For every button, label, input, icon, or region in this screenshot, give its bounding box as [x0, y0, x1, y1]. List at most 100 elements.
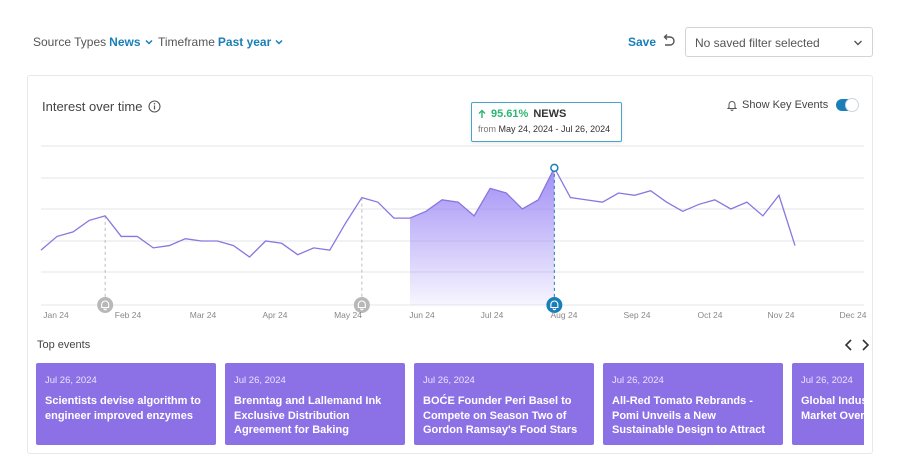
- events-carousel: Jul 26, 2024 Scientists devise algorithm…: [36, 363, 864, 447]
- highlight-area: [409, 167, 555, 305]
- tooltip-from-label: from: [478, 124, 496, 134]
- data-point: [682, 210, 684, 212]
- event-date: Jul 26, 2024: [423, 375, 475, 386]
- x-tick-label: Feb 24: [115, 310, 142, 320]
- chevron-left-icon[interactable]: [843, 338, 855, 352]
- x-tick-label: Sep 24: [624, 310, 651, 320]
- timeframe-filter[interactable]: Timeframe Past year: [158, 35, 284, 49]
- data-point: [618, 192, 620, 194]
- data-point: [409, 217, 411, 219]
- chevron-down-icon: [854, 40, 862, 46]
- chevron-down-icon: [275, 39, 283, 45]
- data-point: [216, 240, 218, 242]
- event-card[interactable]: Jul 26, 2024 Scientists devise algorithm…: [36, 363, 216, 445]
- bell-icon: [550, 300, 559, 311]
- x-tick-label: Jul 24: [481, 310, 504, 320]
- event-title: Global Industrial Enzymes Market Overvie…: [801, 395, 864, 422]
- info-icon[interactable]: [148, 100, 161, 113]
- data-point: [521, 208, 523, 210]
- data-point: [88, 219, 90, 221]
- undo-icon[interactable]: [660, 33, 676, 49]
- saved-filter-select[interactable]: No saved filter selected: [685, 27, 873, 57]
- timeframe-value: Past year: [217, 35, 272, 49]
- data-point: [457, 201, 459, 203]
- event-title: Scientists devise algorithm to engineer …: [45, 395, 201, 422]
- x-tick-label: Aug 24: [551, 310, 578, 320]
- data-point: [168, 245, 170, 247]
- data-point: [698, 203, 700, 205]
- x-tick-label: Mar 24: [190, 310, 217, 320]
- tooltip-change: 95.61%: [491, 108, 529, 120]
- data-point: [550, 163, 559, 173]
- data-point: [473, 215, 475, 217]
- data-point: [72, 231, 74, 233]
- key-events-control: Show Key Events: [726, 98, 860, 112]
- events-nav: [843, 338, 871, 352]
- save-button[interactable]: Save: [628, 35, 657, 49]
- x-tick-label: Dec 24: [840, 310, 867, 320]
- card-header: Interest over time: [42, 99, 161, 114]
- data-point: [537, 199, 539, 201]
- data-point: [569, 197, 571, 199]
- data-point: [120, 235, 122, 237]
- data-point: [794, 245, 796, 247]
- event-title: All-Red Tomato Rebrands - Pomi Unveils a…: [612, 395, 766, 436]
- tooltip-source: NEWS: [533, 108, 567, 120]
- event-card[interactable]: Jul 26, 2024 Global Industrial Enzymes M…: [792, 363, 864, 445]
- key-event-marker: [97, 297, 114, 313]
- interest-chart: Jan 24 Feb 24 Mar 24 Apr 24 May 24 Jun 24 Jul …: [40, 145, 867, 320]
- data-point: [505, 192, 507, 194]
- x-tick-label: May 24: [334, 310, 362, 320]
- timeframe-label: Timeframe: [158, 35, 215, 49]
- data-point: [56, 235, 58, 237]
- data-point: [233, 245, 235, 247]
- event-card[interactable]: Jul 26, 2024 All-Red Tomato Rebrands - P…: [603, 363, 783, 445]
- x-tick-label: Jan 24: [43, 310, 69, 320]
- event-title: BOĆE Founder Peri Basel to Compete on Se…: [423, 395, 578, 436]
- source-types-value: News: [109, 35, 141, 49]
- data-point: [634, 194, 636, 196]
- data-point: [297, 254, 299, 256]
- key-events-toggle[interactable]: [836, 98, 860, 112]
- event-date: Jul 26, 2024: [612, 375, 664, 386]
- event-date: Jul 26, 2024: [45, 375, 97, 386]
- data-point: [762, 215, 764, 217]
- data-point: [377, 201, 379, 203]
- saved-filter-placeholder: No saved filter selected: [695, 36, 820, 50]
- key-event-marker: [353, 297, 370, 313]
- data-point: [746, 201, 748, 203]
- event-card[interactable]: Jul 26, 2024 BOĆE Founder Peri Basel to …: [414, 363, 594, 445]
- data-point: [345, 222, 347, 224]
- card-title: Interest over time: [42, 99, 143, 114]
- event-card[interactable]: Jul 26, 2024 Brenntag and Lallemand Ink …: [225, 363, 405, 445]
- data-point: [666, 201, 668, 203]
- data-point: [265, 240, 267, 242]
- interest-card: Interest over time Show Key Events Jan 2…: [27, 75, 873, 454]
- key-event-marker: [546, 297, 563, 313]
- data-point: [601, 201, 603, 203]
- event-date: Jul 26, 2024: [234, 375, 286, 386]
- data-point: [585, 199, 587, 201]
- chevron-down-icon: [144, 39, 153, 45]
- toggle-knob: [845, 98, 860, 112]
- data-point: [281, 242, 283, 244]
- data-point: [650, 190, 652, 192]
- key-events-label: Show Key Events: [742, 99, 829, 111]
- data-point: [425, 210, 427, 212]
- filter-bar: Source Types News Timeframe Past year Sa…: [0, 0, 900, 76]
- data-point: [361, 197, 363, 199]
- source-types-label: Source Types: [33, 35, 107, 49]
- data-point: [104, 215, 106, 217]
- tooltip-date-range: May 24, 2024 - Jul 26, 2024: [498, 124, 611, 134]
- chevron-right-icon[interactable]: [859, 338, 871, 352]
- bell-icon: [726, 101, 738, 111]
- x-tick-label: Nov 24: [768, 310, 795, 320]
- data-point: [184, 238, 186, 240]
- data-point: [200, 240, 202, 242]
- x-tick-label: Jun 24: [409, 310, 435, 320]
- data-point: [489, 187, 491, 189]
- chart-tooltip: 95.61% NEWS from May 24, 2024 - Jul 26, …: [471, 102, 622, 142]
- bell-icon: [101, 300, 110, 311]
- source-types-filter[interactable]: Source Types News: [33, 35, 154, 49]
- data-point: [136, 235, 138, 237]
